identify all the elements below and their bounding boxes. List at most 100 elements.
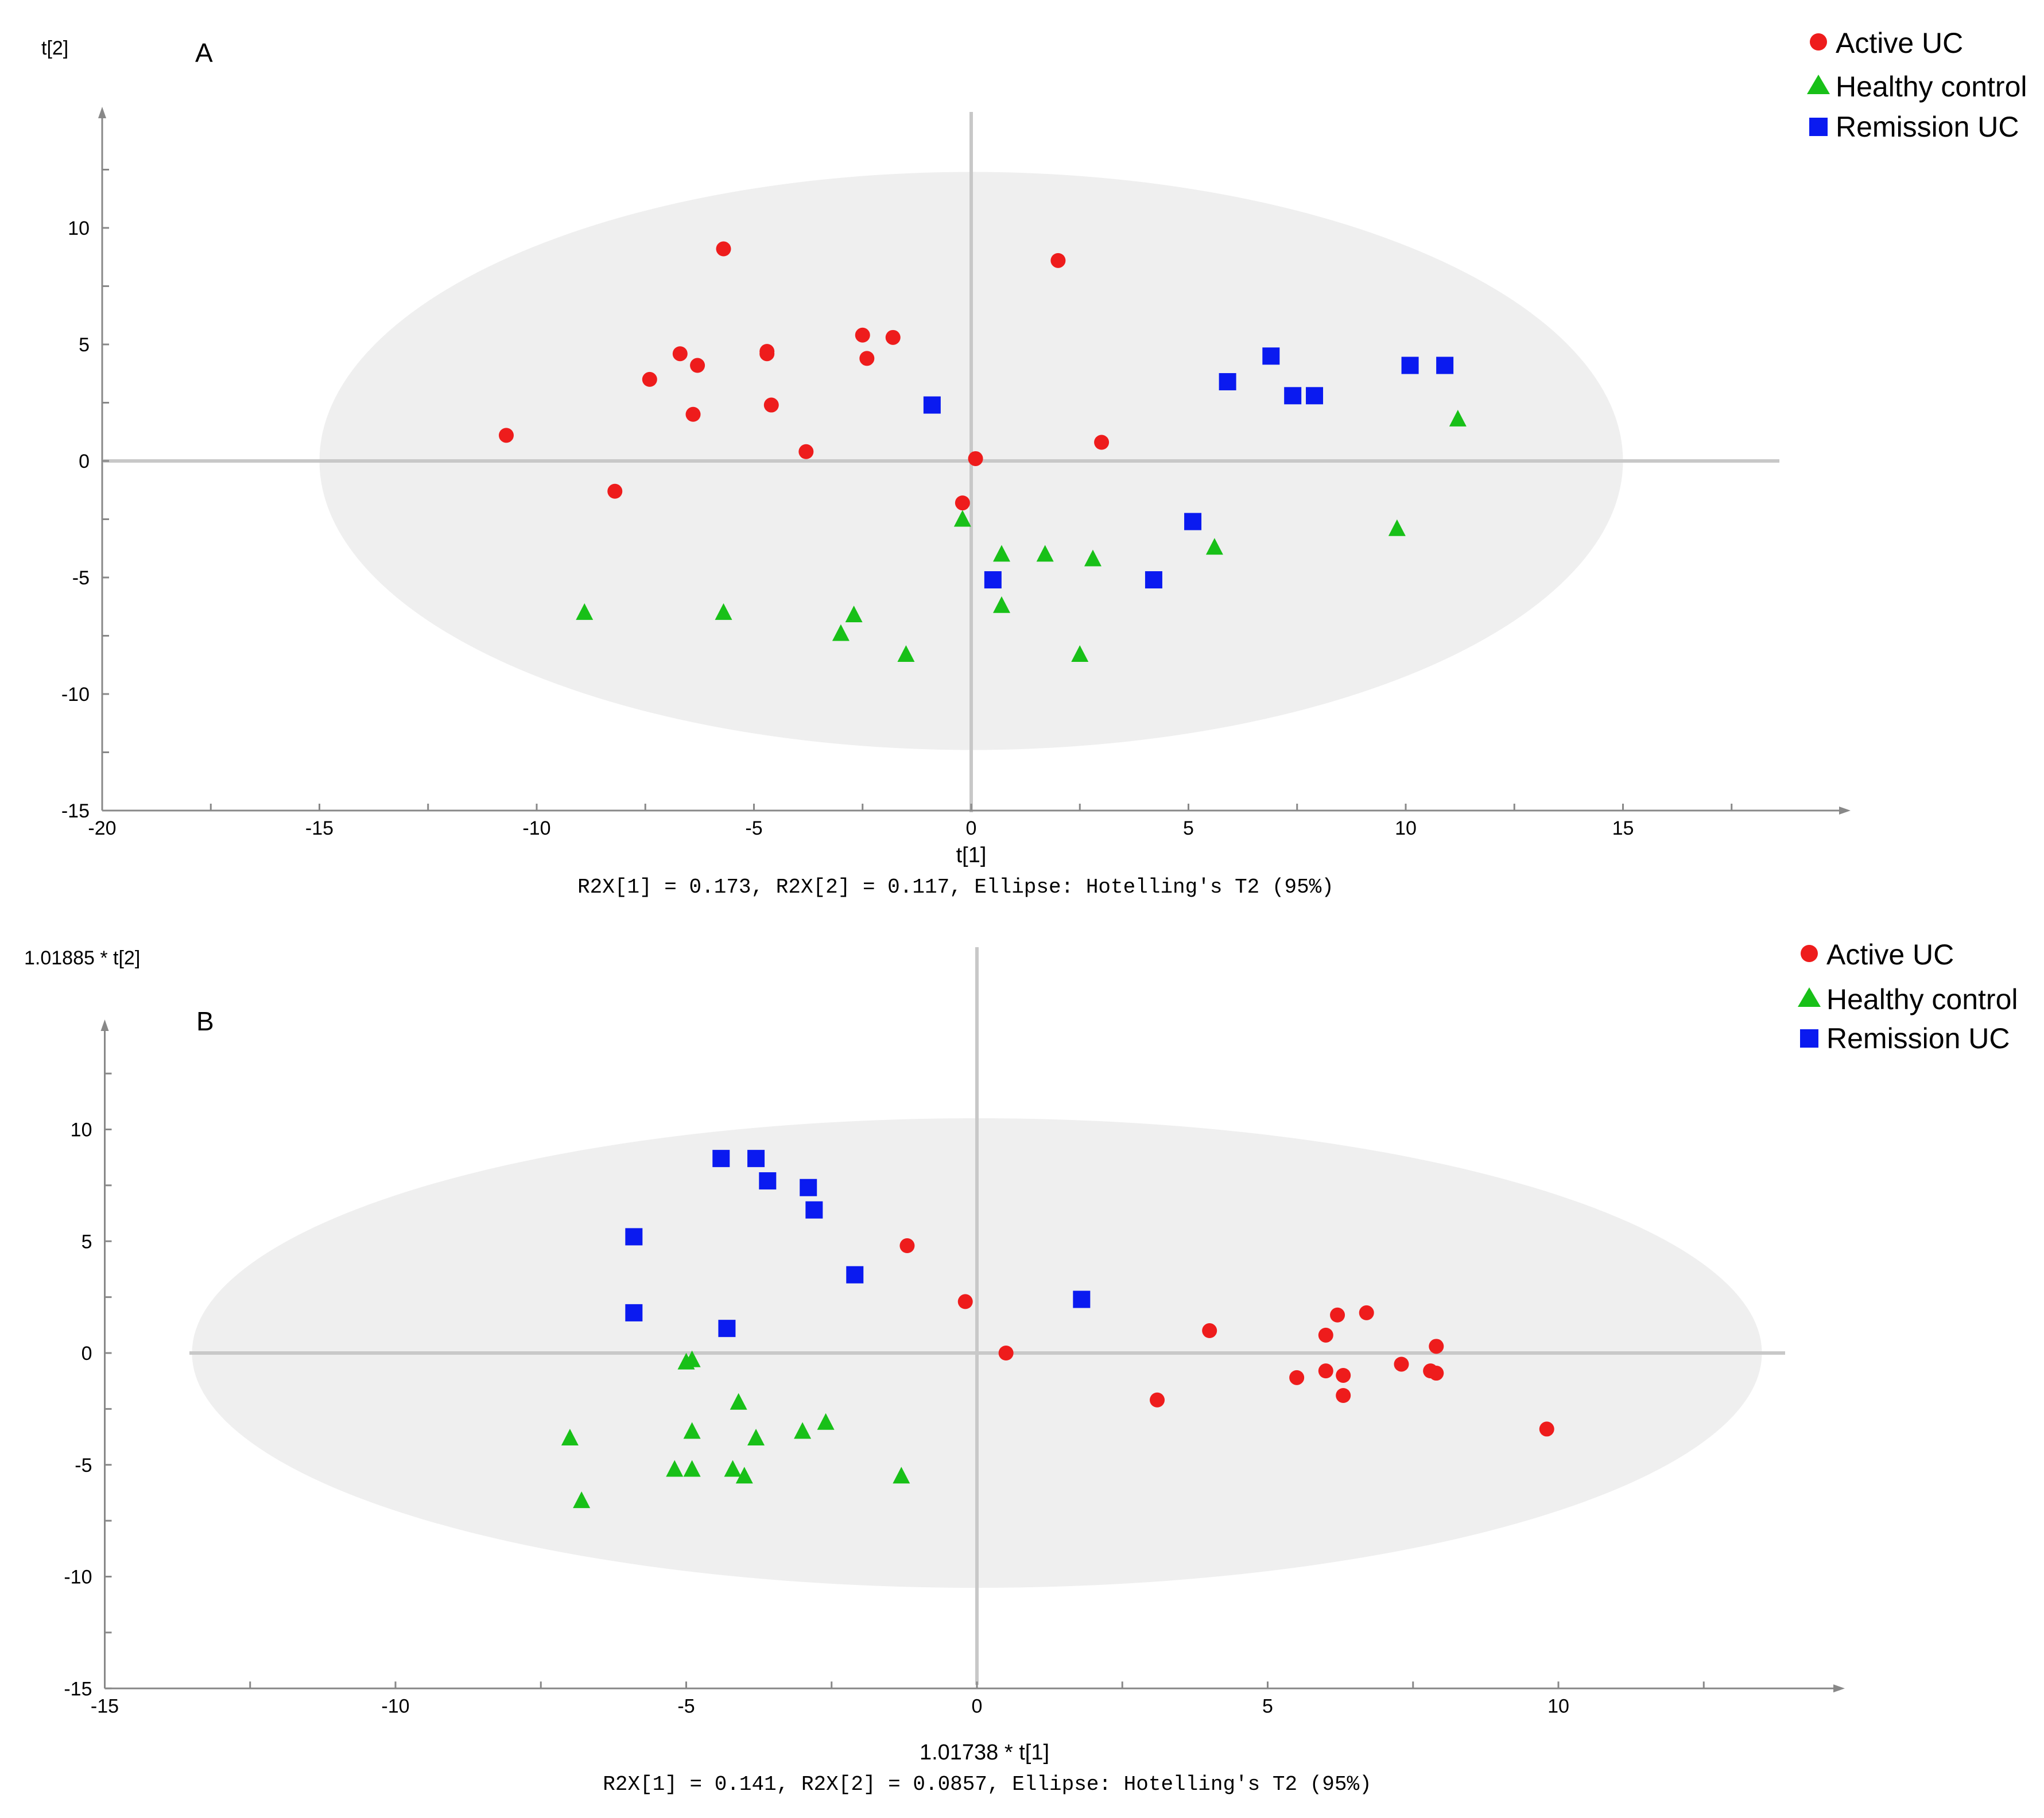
point-healthy-control <box>683 1460 701 1477</box>
y-tick-label: -5 <box>75 1455 92 1476</box>
y-tick-label: 10 <box>68 218 90 239</box>
point-active-uc <box>899 1238 915 1254</box>
point-remission-uc <box>712 1150 730 1168</box>
point-healthy-control <box>1205 538 1223 555</box>
legend-healthy-control-marker <box>1807 75 1830 94</box>
point-active-uc <box>1330 1307 1345 1323</box>
point-active-uc <box>1318 1363 1333 1379</box>
point-remission-uc <box>1401 356 1419 374</box>
point-healthy-control <box>992 545 1010 562</box>
point-remission-uc <box>1219 373 1236 390</box>
point-healthy-control <box>992 596 1010 613</box>
point-active-uc <box>998 1346 1014 1360</box>
legend-remission-uc-label: Remission UC <box>1826 1022 2010 1055</box>
y-axis-title: 1.01885 * t[2] <box>24 947 140 969</box>
panel-label: A <box>195 38 213 68</box>
y-tick-label: 10 <box>71 1119 92 1141</box>
legend-remission-uc-label: Remission UC <box>1836 111 2019 143</box>
y-axis-arrow <box>100 1020 109 1031</box>
point-active-uc <box>1394 1356 1409 1372</box>
point-healthy-control <box>730 1393 747 1410</box>
point-healthy-control <box>1036 545 1054 562</box>
x-axis-arrow <box>1839 807 1851 815</box>
point-healthy-control <box>573 1491 591 1509</box>
point-remission-uc <box>1284 387 1302 405</box>
point-healthy-control <box>747 1429 765 1446</box>
x-tick-label: 10 <box>1547 1695 1569 1717</box>
x-tick-label: -10 <box>381 1695 409 1717</box>
point-healthy-control <box>817 1413 835 1430</box>
x-axis-title: t[1] <box>956 843 987 867</box>
point-active-uc <box>798 444 814 459</box>
point-active-uc <box>499 428 514 443</box>
legend-active-uc-marker <box>1801 945 1818 962</box>
x-tick-label: -10 <box>522 817 550 839</box>
y-tick-label: 5 <box>82 1231 92 1253</box>
point-remission-uc <box>800 1179 817 1196</box>
legend-healthy-control-marker <box>1798 987 1821 1007</box>
point-remission-uc <box>984 571 1002 589</box>
point-healthy-control <box>832 624 850 641</box>
point-active-uc <box>855 327 870 343</box>
panel-label: B <box>196 1006 214 1036</box>
y-axis-arrow <box>98 107 106 118</box>
x-tick-label: -15 <box>305 817 333 839</box>
point-active-uc <box>716 241 731 257</box>
point-healthy-control <box>845 605 863 622</box>
point-healthy-control <box>683 1422 701 1439</box>
x-tick-label: 5 <box>1183 817 1194 839</box>
point-remission-uc <box>805 1201 823 1219</box>
point-active-uc <box>1050 253 1066 268</box>
legend: Active UC Healthy control Remission UC <box>1807 27 2027 143</box>
model-stats: R2X[1] = 0.173, R2X[2] = 0.117, Ellipse:… <box>577 875 1334 899</box>
x-tick-label: -15 <box>91 1695 119 1717</box>
point-healthy-control <box>683 1350 701 1367</box>
point-active-uc <box>955 495 970 511</box>
y-tick-label: 0 <box>79 451 90 472</box>
point-active-uc <box>1429 1339 1444 1354</box>
model-stats: R2X[1] = 0.141, R2X[2] = 0.0857, Ellipse… <box>603 1773 1371 1796</box>
point-active-uc <box>1289 1370 1305 1385</box>
y-tick-label: -15 <box>61 800 90 822</box>
point-remission-uc <box>747 1150 765 1168</box>
point-remission-uc <box>1073 1290 1091 1308</box>
point-active-uc <box>885 330 901 345</box>
point-healthy-control <box>715 603 732 620</box>
point-healthy-control <box>724 1460 742 1477</box>
legend-active-uc-label: Active UC <box>1826 939 1954 971</box>
point-remission-uc <box>1145 571 1162 589</box>
point-active-uc <box>1336 1388 1351 1404</box>
point-active-uc <box>607 483 623 499</box>
point-active-uc <box>1336 1367 1351 1383</box>
point-healthy-control <box>893 1467 910 1484</box>
legend-active-uc-label: Active UC <box>1836 27 1963 59</box>
y-axis-title: t[2] <box>41 37 68 59</box>
point-remission-uc <box>625 1304 643 1321</box>
point-remission-uc <box>1262 347 1280 365</box>
y-tick-label: -10 <box>64 1567 92 1588</box>
y-tick-label: -10 <box>61 684 90 706</box>
point-active-uc <box>642 371 657 387</box>
point-active-uc <box>763 397 779 413</box>
point-active-uc <box>1539 1421 1554 1437</box>
point-healthy-control <box>1084 549 1101 567</box>
point-active-uc <box>968 451 983 466</box>
x-tick-label: -5 <box>745 817 762 839</box>
point-healthy-control <box>1449 409 1467 427</box>
point-active-uc <box>759 344 775 359</box>
y-tick-label: -15 <box>64 1678 92 1700</box>
x-tick-label: -5 <box>677 1695 695 1717</box>
point-healthy-control <box>666 1460 684 1477</box>
x-axis-arrow <box>1833 1684 1845 1693</box>
point-remission-uc <box>625 1228 643 1246</box>
point-healthy-control <box>897 645 915 662</box>
x-tick-label: 15 <box>1612 817 1634 839</box>
point-healthy-control <box>953 510 971 527</box>
point-remission-uc <box>1436 356 1454 374</box>
legend-healthy-control-label: Healthy control <box>1826 983 2018 1015</box>
point-healthy-control <box>794 1422 812 1439</box>
point-active-uc <box>690 358 705 373</box>
point-healthy-control <box>576 603 594 620</box>
